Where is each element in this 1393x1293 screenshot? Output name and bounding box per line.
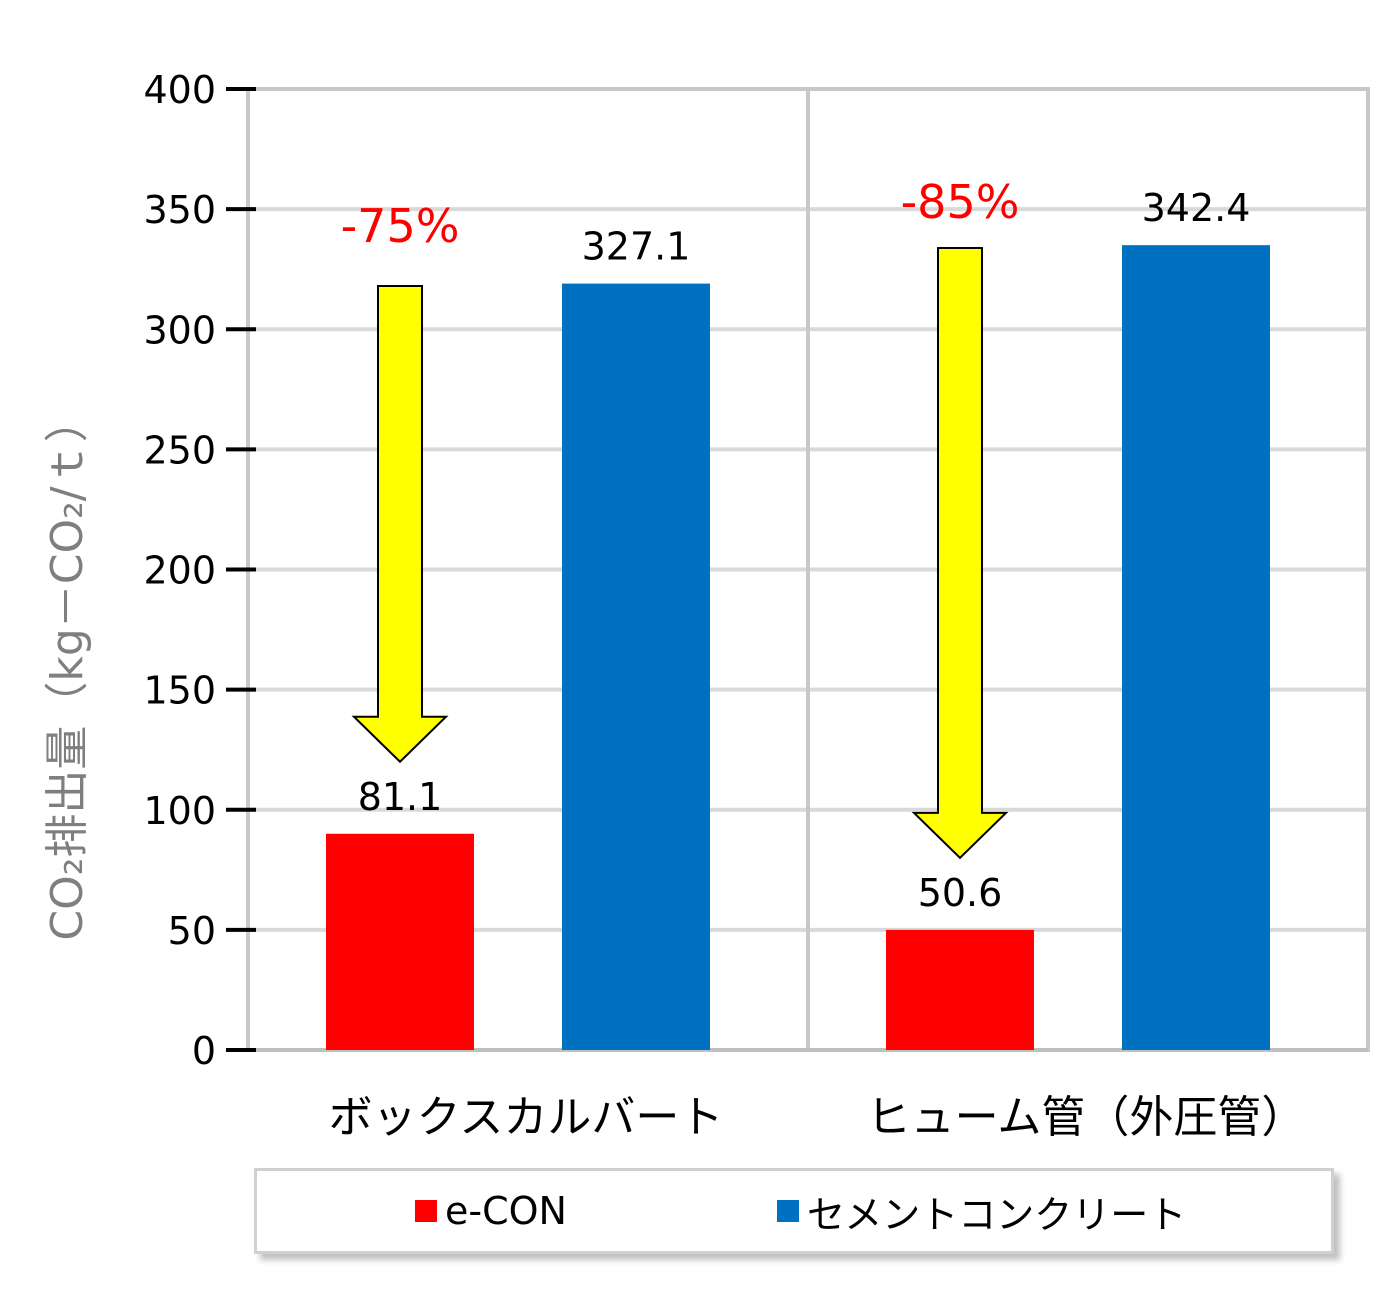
y-axis-title: CO₂排出量（kg－CO₂/ｔ） <box>42 398 93 940</box>
legend-swatch-econ <box>415 1200 437 1222</box>
reduction-label: -85% <box>901 175 1020 229</box>
labels: CO₂排出量（kg－CO₂/ｔ） 81.1 327.1 -75% ボックスカルバート 50… <box>42 175 1305 1143</box>
data-label: 50.6 <box>918 871 1003 915</box>
reduction-arrows <box>351 247 1009 860</box>
reduction-label: -75% <box>341 199 460 253</box>
bar <box>562 283 710 1050</box>
legend-swatch-cement <box>777 1200 799 1222</box>
y-tick-label: 150 <box>143 669 216 713</box>
y-tick-label: 400 <box>143 68 216 112</box>
data-label: 81.1 <box>358 775 443 819</box>
data-label: 342.4 <box>1142 186 1251 230</box>
bar <box>886 929 1034 1050</box>
bars <box>326 245 1270 1051</box>
legend-label-econ: e-CON <box>445 1189 567 1233</box>
bar <box>326 833 474 1050</box>
y-tick-label: 350 <box>143 188 216 232</box>
y-tick-label: 100 <box>143 789 216 833</box>
legend-label-cement: セメントコンクリート <box>807 1192 1187 1237</box>
y-tick-label: 50 <box>168 909 216 953</box>
y-tick-label: 250 <box>143 428 216 472</box>
y-tick-label: 300 <box>143 308 216 352</box>
legend-item-cement: セメントコンクリート <box>777 1171 1186 1251</box>
y-axis: 0 50 100 150 200 250 300 350 400 <box>143 68 256 1073</box>
data-label: 327.1 <box>582 225 691 269</box>
legend-item-econ: e-CON <box>415 1171 567 1251</box>
down-arrow <box>911 247 1009 860</box>
category-label: ヒューム管（外圧管） <box>867 1092 1306 1143</box>
y-tick-label: 0 <box>192 1029 216 1073</box>
legend: e-CON セメントコンクリート <box>254 1168 1334 1254</box>
down-arrow <box>351 285 449 764</box>
y-tick-label: 200 <box>143 549 216 593</box>
bar <box>1122 245 1270 1051</box>
category-label: ボックスカルバート <box>329 1092 724 1143</box>
